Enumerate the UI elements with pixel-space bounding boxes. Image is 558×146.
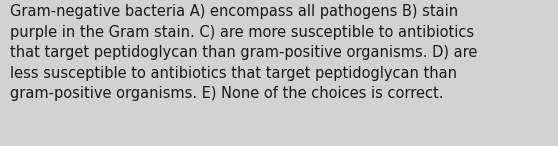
Text: Gram-negative bacteria A) encompass all pathogens B) stain
purple in the Gram st: Gram-negative bacteria A) encompass all … — [10, 4, 478, 101]
